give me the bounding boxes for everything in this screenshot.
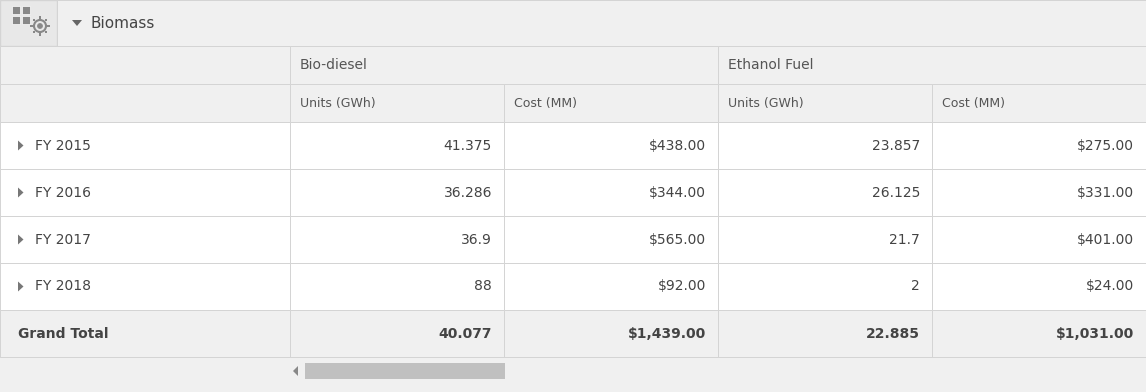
Bar bbox=[0, 310, 290, 357]
Bar bbox=[719, 310, 932, 357]
Bar bbox=[932, 84, 1146, 122]
Bar bbox=[0, 46, 290, 84]
Bar bbox=[719, 122, 932, 169]
Bar bbox=[290, 46, 719, 84]
Text: $275.00: $275.00 bbox=[1077, 138, 1135, 152]
Polygon shape bbox=[18, 140, 24, 151]
Bar bbox=[719, 169, 932, 216]
Text: 36.9: 36.9 bbox=[461, 232, 492, 247]
Text: 21.7: 21.7 bbox=[889, 232, 920, 247]
Bar bbox=[0, 216, 290, 263]
Bar bbox=[305, 363, 505, 379]
Polygon shape bbox=[18, 234, 24, 245]
Text: 2: 2 bbox=[911, 279, 920, 294]
Bar bbox=[719, 263, 932, 310]
Text: Units (GWh): Units (GWh) bbox=[300, 96, 376, 109]
Bar bbox=[932, 263, 1146, 310]
Polygon shape bbox=[18, 187, 24, 198]
Text: Ethanol Fuel: Ethanol Fuel bbox=[728, 58, 814, 72]
Bar bbox=[0, 122, 290, 169]
Bar bbox=[22, 6, 30, 14]
Bar bbox=[11, 16, 19, 24]
Bar bbox=[0, 169, 290, 216]
Bar bbox=[504, 122, 719, 169]
Text: $1,031.00: $1,031.00 bbox=[1055, 327, 1135, 341]
Bar bbox=[290, 263, 504, 310]
Bar bbox=[0, 0, 57, 46]
Bar bbox=[290, 84, 504, 122]
Bar bbox=[719, 84, 932, 122]
Bar bbox=[39, 33, 41, 36]
Polygon shape bbox=[293, 366, 298, 376]
Bar bbox=[0, 84, 290, 122]
Bar bbox=[0, 263, 290, 310]
Polygon shape bbox=[72, 20, 83, 26]
Bar bbox=[504, 310, 719, 357]
Text: 41.375: 41.375 bbox=[444, 138, 492, 152]
Text: Bio-diesel: Bio-diesel bbox=[300, 58, 368, 72]
Bar bbox=[290, 216, 504, 263]
Text: $1,439.00: $1,439.00 bbox=[628, 327, 706, 341]
Bar bbox=[39, 16, 41, 19]
Bar bbox=[719, 46, 1146, 84]
Bar bbox=[45, 19, 47, 21]
Bar bbox=[57, 0, 1146, 46]
Text: Units (GWh): Units (GWh) bbox=[728, 96, 803, 109]
Text: $331.00: $331.00 bbox=[1077, 185, 1135, 200]
Text: 40.077: 40.077 bbox=[439, 327, 492, 341]
Text: FY 2016: FY 2016 bbox=[36, 185, 91, 200]
Text: $92.00: $92.00 bbox=[658, 279, 706, 294]
Text: Biomass: Biomass bbox=[91, 16, 155, 31]
Text: $24.00: $24.00 bbox=[1085, 279, 1135, 294]
Bar bbox=[47, 25, 49, 27]
Text: 23.857: 23.857 bbox=[872, 138, 920, 152]
Text: $401.00: $401.00 bbox=[1077, 232, 1135, 247]
Bar bbox=[11, 6, 19, 14]
Bar bbox=[504, 263, 719, 310]
Bar bbox=[932, 310, 1146, 357]
Text: FY 2018: FY 2018 bbox=[36, 279, 91, 294]
Bar bbox=[290, 310, 504, 357]
Bar bbox=[504, 216, 719, 263]
Text: 36.286: 36.286 bbox=[444, 185, 492, 200]
Bar bbox=[0, 357, 1146, 385]
Bar bbox=[290, 122, 504, 169]
Bar bbox=[932, 169, 1146, 216]
Text: 26.125: 26.125 bbox=[872, 185, 920, 200]
Circle shape bbox=[38, 24, 42, 29]
Bar bbox=[30, 25, 33, 27]
Text: Cost (MM): Cost (MM) bbox=[515, 96, 576, 109]
Bar bbox=[932, 122, 1146, 169]
Bar bbox=[290, 169, 504, 216]
Bar bbox=[719, 216, 932, 263]
Bar bbox=[33, 19, 36, 21]
Bar bbox=[504, 84, 719, 122]
Text: $344.00: $344.00 bbox=[649, 185, 706, 200]
Text: Grand Total: Grand Total bbox=[18, 327, 109, 341]
Text: $565.00: $565.00 bbox=[649, 232, 706, 247]
Text: FY 2017: FY 2017 bbox=[36, 232, 91, 247]
Text: Cost (MM): Cost (MM) bbox=[942, 96, 1005, 109]
Bar bbox=[33, 31, 36, 33]
Text: $438.00: $438.00 bbox=[649, 138, 706, 152]
Text: FY 2015: FY 2015 bbox=[36, 138, 91, 152]
Text: 88: 88 bbox=[474, 279, 492, 294]
Bar bbox=[45, 31, 47, 33]
Text: 22.885: 22.885 bbox=[866, 327, 920, 341]
Bar bbox=[504, 169, 719, 216]
Bar bbox=[932, 216, 1146, 263]
Polygon shape bbox=[18, 281, 24, 292]
Bar bbox=[22, 16, 30, 24]
